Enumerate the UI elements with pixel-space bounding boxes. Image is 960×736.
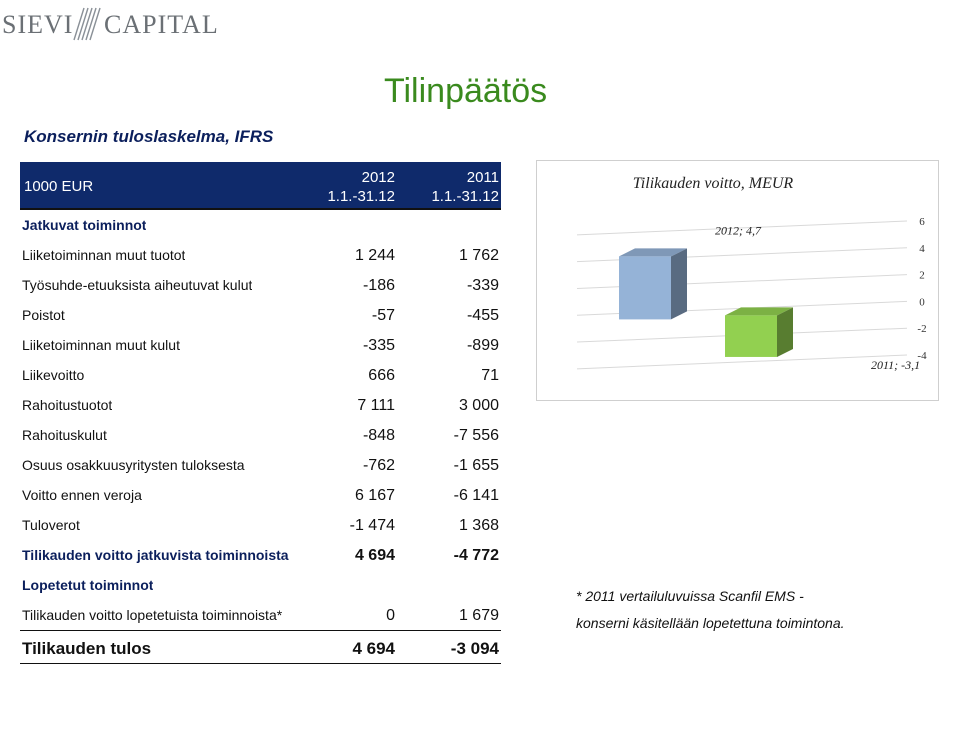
income-statement-table: 1000 EUR 2012 1.1.-31.12 2011 1.1.-31.12… (20, 162, 501, 664)
table-row: Liiketoiminnan muut tuotot 1 244 1 762 (20, 240, 501, 270)
unit-label: 1000 EUR (24, 178, 94, 195)
gridline (576, 354, 908, 370)
bar-side (671, 248, 687, 320)
value-2011: 71 (481, 367, 499, 384)
footnote-line-2: konserni käsitellään lopetettuna toimint… (576, 615, 845, 631)
bar-front (725, 315, 777, 357)
value-2012: 7 111 (357, 397, 395, 414)
y-tick-label: -4 (917, 350, 927, 362)
row-label: Osuus osakkuusyritysten tuloksesta (22, 457, 245, 473)
bar-top (725, 307, 793, 316)
bar-side (777, 307, 793, 357)
column-period: 1.1.-31.12 (327, 188, 395, 205)
column-year: 2012 (361, 169, 395, 186)
table-row: Työsuhde-etuuksista aiheutuvat kulut -18… (20, 270, 501, 300)
row-label: Työsuhde-etuuksista aiheutuvat kulut (22, 277, 253, 293)
value-2012: -57 (371, 307, 395, 324)
value-2011: -339 (466, 277, 499, 294)
table-row-total: Tilikauden tulos 4 694 -3 094 (20, 630, 501, 664)
table-row: Poistot -57 -455 (20, 300, 501, 330)
row-label: Tuloverot (22, 517, 80, 533)
table-row: Tuloverot -1 474 1 368 (20, 510, 501, 540)
row-label: Jatkuvat toiminnot (22, 217, 147, 233)
row-label: Voitto ennen veroja (22, 487, 142, 503)
value-2012: -335 (362, 337, 395, 354)
value-2011: 1 679 (458, 607, 499, 624)
table-row: Tilikauden voitto jatkuvista toiminnoist… (20, 540, 501, 570)
row-label: Rahoituskulut (22, 427, 107, 443)
value-2012: 1 244 (354, 247, 395, 264)
logo-text-capital: CAPITAL (104, 10, 219, 39)
table-subtitle: Konsernin tuloslaskelma, IFRS (24, 127, 274, 146)
profit-chart: Tilikauden voitto, MEUR 6 4 2 0 -2 -4 2012; 4… (536, 160, 939, 401)
value-2011: -3 094 (450, 639, 499, 658)
column-header-2012: 2012 1.1.-31.12 (327, 168, 395, 206)
y-tick-label: 6 (919, 216, 925, 228)
row-label: Lopetetut toiminnot (22, 577, 154, 593)
table-row: Liikevoitto 666 71 (20, 360, 501, 390)
chart-canvas: Tilikauden voitto, MEUR 6 4 2 0 -2 -4 2012; 4… (576, 175, 927, 372)
table-row: Rahoitustuotot 7 111 3 000 (20, 390, 501, 420)
column-header-2011: 2011 1.1.-31.12 (431, 168, 499, 206)
y-tick-label: 2 (919, 270, 925, 282)
row-label: Liiketoiminnan muut kulut (22, 337, 180, 353)
bar-2011: 2011; -3,1 (725, 307, 920, 372)
table-header: 1000 EUR 2012 1.1.-31.12 2011 1.1.-31.12 (20, 162, 501, 210)
value-2011: 1 762 (458, 247, 499, 264)
value-2011: -7 556 (453, 427, 499, 444)
value-2011: -899 (466, 337, 499, 354)
value-2012: -848 (362, 427, 395, 444)
footnote-line-1: * 2011 vertailuluvuissa Scanfil EMS - (576, 588, 804, 604)
value-2012: -762 (362, 457, 395, 474)
value-2012: 0 (386, 607, 395, 624)
table-row: Liiketoiminnan muut kulut -335 -899 (20, 330, 501, 360)
value-2011: 3 000 (458, 397, 499, 414)
value-2012: 666 (368, 367, 395, 384)
row-label: Poistot (22, 307, 65, 323)
page-title: Tilinpäätös (384, 72, 548, 110)
bar-2012: 2012; 4,7 (619, 223, 762, 320)
row-label: Liikevoitto (22, 367, 85, 383)
row-label: Tilikauden voitto jatkuvista toiminnoist… (22, 547, 289, 563)
chart-bars: 2012; 4,7 2011; -3,1 (619, 223, 920, 372)
logo-stripes-icon (73, 7, 101, 41)
table-row: Lopetetut toiminnot (20, 570, 501, 600)
value-2011: -1 655 (453, 457, 499, 474)
chart-title: Tilikauden voitto, MEUR (633, 175, 794, 192)
value-2012: 6 167 (354, 487, 395, 504)
gridline (576, 220, 908, 236)
bar-front (619, 256, 671, 320)
bar-data-label: 2011; -3,1 (871, 358, 920, 372)
column-year: 2011 (466, 169, 499, 186)
y-tick-label: -2 (917, 323, 926, 335)
logo-text-sievi: SIEVI (2, 10, 74, 39)
value-2011: -6 141 (453, 487, 499, 504)
value-2011: 1 368 (458, 517, 499, 534)
chart-axis: 6 4 2 0 -2 -4 (917, 216, 927, 362)
table-row: Osuus osakkuusyritysten tuloksesta -762 … (20, 450, 501, 480)
table-row: Voitto ennen veroja 6 167 -6 141 (20, 480, 501, 510)
value-2012: -1 474 (349, 517, 395, 534)
value-2011: -455 (466, 307, 499, 324)
row-label: Tilikauden tulos (22, 639, 152, 658)
bar-top (619, 248, 687, 257)
company-logo: SIEVI CAPITAL (0, 4, 218, 44)
y-tick-label: 4 (919, 243, 925, 255)
row-label: Tilikauden voitto lopetetuista toiminnoi… (22, 607, 283, 623)
value-2012: 4 694 (352, 639, 395, 658)
value-2011: -4 772 (453, 547, 499, 564)
table-row: Jatkuvat toiminnot (20, 210, 501, 240)
row-label: Rahoitustuotot (22, 397, 113, 413)
value-2012: -186 (362, 277, 395, 294)
table-row: Tilikauden voitto lopetetuista toiminnoi… (20, 600, 501, 630)
value-2012: 4 694 (354, 547, 395, 564)
column-period: 1.1.-31.12 (431, 188, 499, 205)
y-tick-label: 0 (919, 296, 925, 308)
row-label: Liiketoiminnan muut tuotot (22, 247, 186, 263)
table-row: Rahoituskulut -848 -7 556 (20, 420, 501, 450)
bar-data-label: 2012; 4,7 (715, 223, 762, 237)
